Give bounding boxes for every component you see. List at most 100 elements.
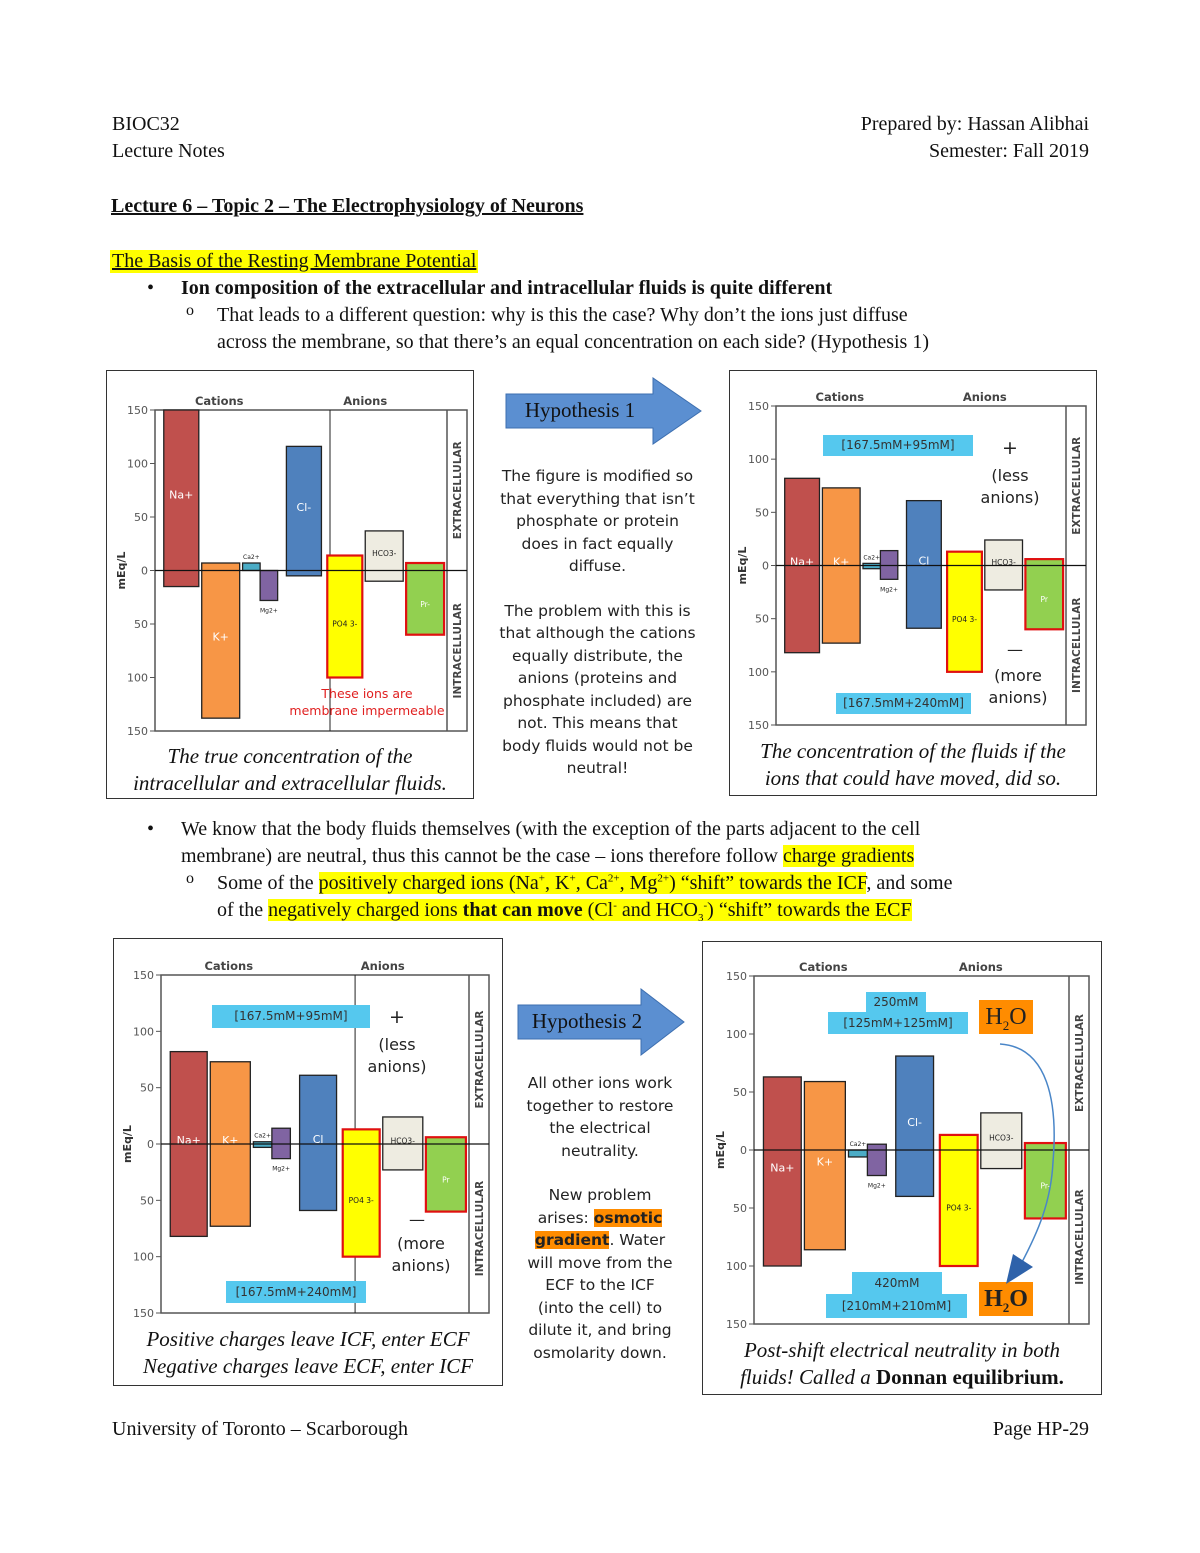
bar-label: Ca2+: [243, 554, 260, 561]
bar-cl: [895, 1055, 935, 1198]
bar-na: [163, 409, 200, 588]
impermeable-note: These ions are membrane impermeable: [289, 686, 445, 718]
y-tick-label: 100: [748, 453, 769, 466]
y-tick-label: 50: [755, 613, 769, 626]
y-tick-label: 150: [726, 1318, 747, 1331]
bar-k: [201, 562, 241, 719]
anions-label: Anions: [959, 960, 1003, 974]
y-tick-label: 100: [133, 1251, 154, 1264]
hypothesis-1-label: Hypothesis 1: [524, 398, 636, 422]
bar-label: HCO3-: [391, 1136, 416, 1145]
sub-bullet-icon: o: [186, 870, 194, 887]
doc-type: Lecture Notes: [112, 140, 225, 162]
figure-caption: Positive charges leave ICF, enter ECF Neg…: [142, 1327, 474, 1378]
bar-label: Mg2+: [272, 1166, 290, 1173]
y-tick-label: 100: [127, 458, 148, 471]
y-tick-label: 0: [141, 565, 148, 578]
icf-concentration-box: [210mM+210mM]: [826, 1294, 967, 1318]
extracellular-label: EXTRACELLULAR: [452, 441, 464, 539]
ecf-concentration-box: [167.5mM+95mM]: [823, 435, 973, 456]
figure-true-concentration: 150 100 50 0 50 100 150 mEq/L Cations Anions EXTRA…: [106, 370, 474, 799]
bar-label: Pr-: [1041, 1182, 1051, 1191]
ecf-concentration-box: [125mM+125mM]: [828, 1012, 968, 1034]
bar-label: K+: [817, 1156, 833, 1169]
bar-na: [762, 1076, 802, 1267]
ecf-concentration-box: [167.5mM+95mM]: [212, 1005, 370, 1028]
bar-label: Cl-: [907, 1116, 922, 1129]
bar-label: Cl: [313, 1133, 324, 1146]
y-tick-label: 50: [733, 1086, 747, 1099]
y-tick-label: 150: [127, 725, 148, 738]
ion-chart: 150 100 50 0 50 100 150 mEq/L Cations Anions EXTRA…: [121, 959, 490, 1320]
hypothesis-2-label: Hypothesis 2: [531, 1009, 643, 1033]
bar-k: [803, 1080, 847, 1251]
intracellular-label: INTRACELLULAR: [474, 1181, 486, 1276]
y-tick-label: 100: [726, 1260, 747, 1273]
bar-po4: [946, 550, 984, 673]
bar-cl: [905, 499, 942, 629]
figure-caption: Post-shift electrical neutrality in both…: [740, 1338, 1064, 1389]
cations-label: Cations: [816, 390, 865, 404]
bar-mg: [259, 569, 279, 602]
anions-label: Anions: [963, 390, 1007, 404]
ion-chart: 150 100 50 0 50 100 150 mEq/L Cations Anions EXTRA…: [115, 394, 468, 738]
bar-pr: [1024, 558, 1065, 631]
y-tick-label: 150: [133, 969, 154, 982]
bullet-ion-composition: Ion composition of the extracellular and…: [181, 277, 833, 299]
hypothesis-1-explanation: The figure is modified so that everything…: [499, 467, 696, 777]
y-axis-label: mEq/L: [121, 1125, 134, 1163]
bar-label: HCO3-: [372, 549, 397, 558]
bar-po4: [326, 554, 364, 679]
bar-ca: [847, 1149, 869, 1158]
section-heading: The Basis of the Resting Membrane Potent…: [110, 250, 479, 273]
ion-chart: 150 100 50 0 50 100 150 mEq/L Cations Anions EXTRA…: [714, 960, 1090, 1331]
y-tick-label: 50: [140, 1082, 154, 1095]
bar-label: K+: [212, 631, 228, 644]
bar-po4: [341, 1128, 381, 1258]
hypothesis-2-explanation: All other ions work together to restore th…: [526, 1074, 674, 1362]
y-tick-label: 100: [127, 672, 148, 685]
bar-label: Na+: [770, 1161, 794, 1174]
ecf-water-label: H2O: [979, 1000, 1033, 1034]
more-anions-note: (more anions): [988, 666, 1048, 707]
bar-label: Ca2+: [863, 554, 880, 561]
bar-ca: [241, 562, 261, 572]
footer-university: University of Toronto – Scarborough: [112, 1418, 408, 1440]
icf-concentration-box: [167.5mM+240mM]: [836, 693, 971, 714]
y-tick-label: 50: [733, 1202, 747, 1215]
less-anions-note: (less anions): [367, 1035, 427, 1076]
intracellular-label: INTRACELLULAR: [452, 603, 464, 698]
anions-label: Anions: [343, 394, 387, 408]
icf-water-label: H2O: [979, 1282, 1033, 1316]
y-tick-label: 50: [755, 506, 769, 519]
sub-bullet-shift-line: Some of the positively charged ions (Na+…: [217, 872, 953, 894]
y-axis-label: mEq/L: [714, 1131, 727, 1169]
extracellular-label: EXTRACELLULAR: [474, 1011, 486, 1109]
bar-pr: [1023, 1141, 1067, 1220]
bar-label: Mg2+: [880, 586, 898, 593]
bar-label: Na+: [790, 556, 814, 569]
ecf-total-box: 250mM: [866, 992, 926, 1012]
sub-bullet-shift-line: of the negatively charged ions that can …: [217, 899, 912, 924]
cations-label: Cations: [799, 960, 848, 974]
bar-label: K+: [222, 1134, 238, 1147]
figure-caption: The concentration of the fluids if the io…: [760, 739, 1066, 790]
sub-bullet-line: across the membrane, so that there’s an …: [217, 331, 929, 353]
minus-sign: —: [1007, 640, 1023, 659]
plus-sign: +: [1002, 437, 1018, 459]
intracellular-label: INTRACELLULAR: [1074, 1189, 1086, 1284]
figure-if-ions-moved: 150 100 50 0 50 100 150 mEq/L Cations Anions EXTRA…: [729, 370, 1097, 796]
y-tick-label: 150: [127, 404, 148, 417]
ion-chart: 150 100 50 0 50 100 150 mEq/L Cations Anions EXTRA…: [736, 390, 1087, 732]
bullet-icon: •: [147, 277, 155, 299]
y-tick-label: 50: [140, 1194, 154, 1207]
figure-donnan-equilibrium: 150 100 50 0 50 100 150 mEq/L Cations Anions EXTRA…: [702, 941, 1102, 1395]
y-tick-label: 150: [726, 970, 747, 983]
bar-label: Pr: [442, 1175, 450, 1184]
bullet-icon: •: [147, 818, 155, 840]
prepared-by: Prepared by: Hassan Alibhai: [860, 113, 1089, 135]
y-tick-label: 0: [740, 1144, 747, 1157]
sub-bullet-icon: o: [186, 302, 194, 319]
y-tick-label: 50: [134, 511, 148, 524]
